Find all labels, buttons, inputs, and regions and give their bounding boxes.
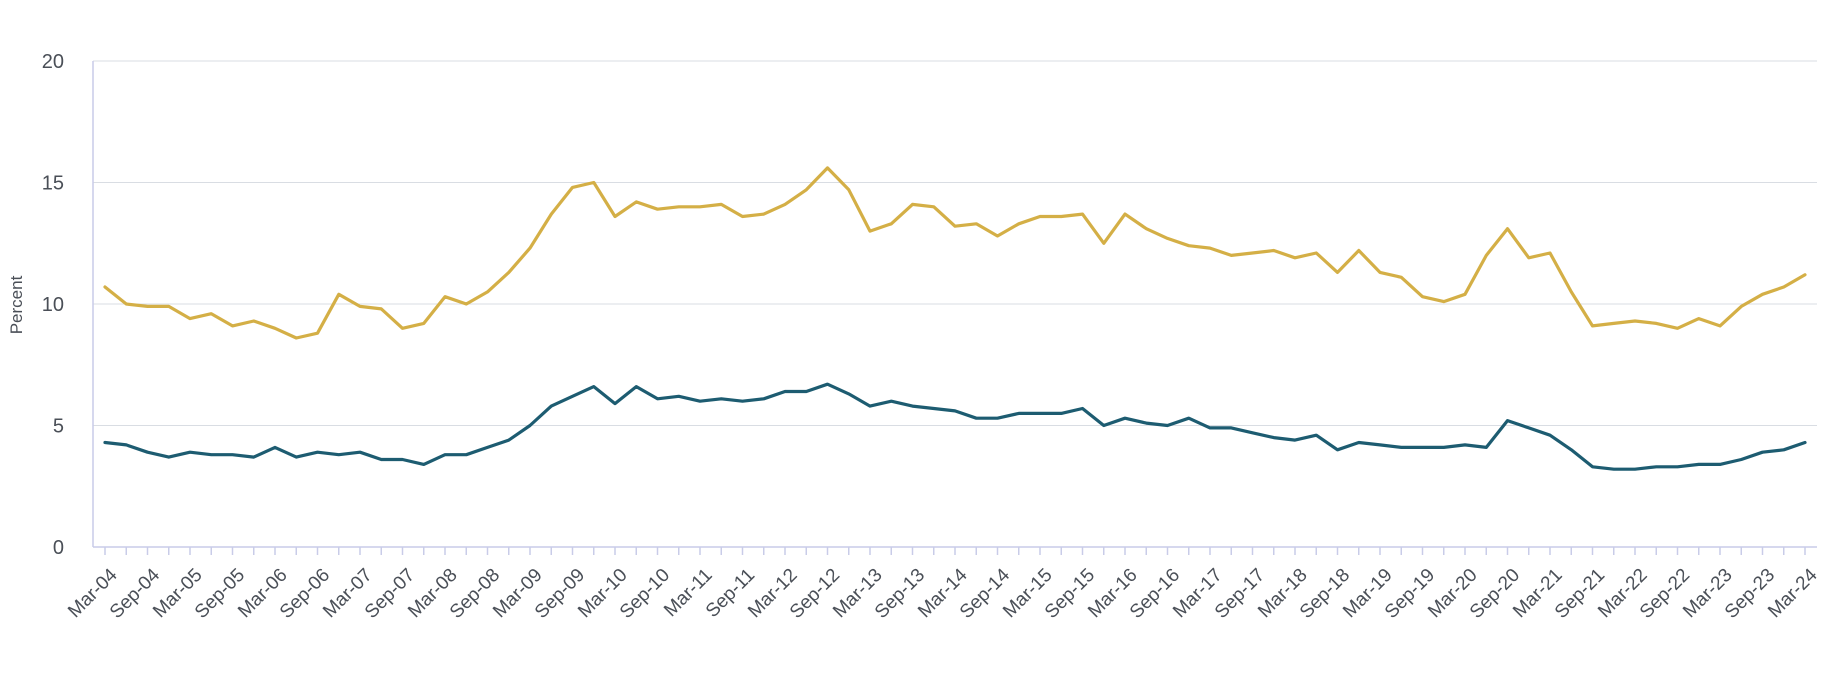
y-axis-title: Percent [7, 275, 26, 334]
series-line-1 [103, 166, 1807, 340]
series-line-2 [103, 382, 1807, 471]
y-tick-label: 0 [53, 537, 64, 559]
y-tick-label: 10 [42, 294, 64, 316]
y-tick-label: 15 [42, 173, 64, 195]
y-tick-label: 5 [53, 416, 64, 438]
y-tick-label: 20 [42, 51, 64, 73]
gridlines [93, 60, 1817, 426]
y-axis-ticks: 0 5 10 15 20 [42, 51, 64, 559]
x-tick-label: Mar-24 [1764, 564, 1822, 622]
series-group [103, 166, 1807, 471]
x-axis-ticks: Mar-04Sep-04Mar-05Sep-05Mar-06Sep-06Mar-… [64, 547, 1822, 623]
